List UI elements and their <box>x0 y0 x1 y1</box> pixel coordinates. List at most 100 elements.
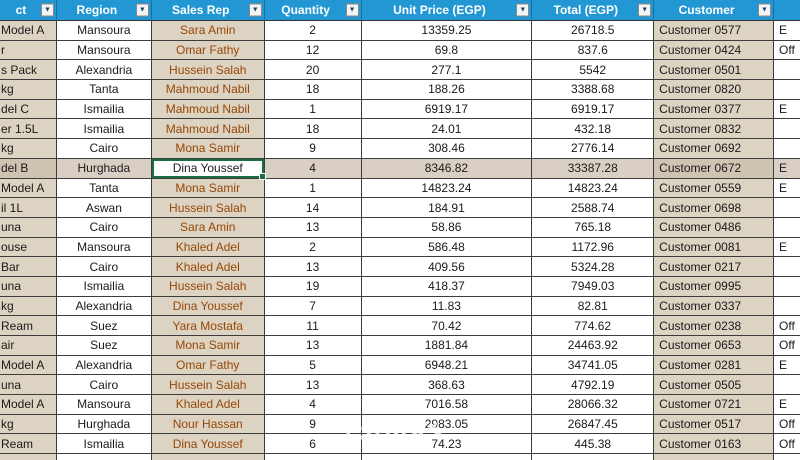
cell-customer[interactable]: Customer 0238 <box>654 316 774 336</box>
cell-extra[interactable]: Off <box>774 316 800 336</box>
cell-product[interactable]: del B <box>0 158 57 179</box>
cell-total[interactable]: 82.81 <box>532 296 655 317</box>
cell-extra[interactable] <box>774 217 800 238</box>
cell-customer[interactable] <box>654 454 774 460</box>
cell-unit_price[interactable]: 13359.25 <box>361 21 533 41</box>
cell-extra[interactable] <box>774 80 800 100</box>
cell-customer[interactable]: Customer 0692 <box>654 139 774 159</box>
cell-extra[interactable]: Off <box>774 40 800 61</box>
cell-region[interactable]: Cairo <box>56 257 152 277</box>
cell-quantity[interactable]: 20 <box>264 60 362 81</box>
cell-total[interactable]: 7949.03 <box>532 276 655 297</box>
cell-customer[interactable]: Customer 0424 <box>654 40 774 61</box>
cell-product[interactable]: er 1.5L <box>0 119 57 140</box>
cell-region[interactable]: Hurghada <box>56 414 152 435</box>
cell-unit_price[interactable]: 24.01 <box>361 119 533 140</box>
cell-sales_rep[interactable]: Mona Samir <box>151 139 265 159</box>
cell-customer[interactable]: Customer 0486 <box>654 217 774 238</box>
cell-customer[interactable]: Customer 0501 <box>654 60 774 81</box>
cell-total[interactable]: 5324.28 <box>532 257 655 277</box>
cell-unit_price[interactable]: 74.23 <box>361 434 533 455</box>
cell-extra[interactable]: Off <box>774 414 800 435</box>
cell-region[interactable]: Cairo <box>56 217 152 238</box>
cell-region[interactable]: Cairo <box>56 139 152 159</box>
cell-product[interactable]: il 1L <box>0 198 57 218</box>
cell-quantity[interactable]: 13 <box>264 217 362 238</box>
cell-product[interactable] <box>0 454 57 460</box>
cell-sales_rep[interactable]: Yara Mostafa <box>151 316 265 336</box>
cell-customer[interactable]: Customer 0721 <box>654 395 774 415</box>
cell-total[interactable]: 774.62 <box>532 316 655 336</box>
cell-extra[interactable] <box>774 60 800 81</box>
cell-region[interactable]: Hurghada <box>56 158 152 179</box>
cell-sales_rep[interactable]: Mahmoud Nabil <box>151 99 265 120</box>
cell-extra[interactable]: Off <box>774 336 800 356</box>
cell-region[interactable]: Suez <box>56 336 152 356</box>
cell-quantity[interactable]: 18 <box>264 80 362 100</box>
cell-total[interactable]: 837.6 <box>532 40 655 61</box>
cell-unit_price[interactable]: 6919.17 <box>361 99 533 120</box>
cell-total[interactable]: 4792.19 <box>532 375 655 396</box>
cell-region[interactable]: Suez <box>56 316 152 336</box>
cell-product[interactable]: kg <box>0 414 57 435</box>
cell-extra[interactable] <box>774 276 800 297</box>
filter-button-product[interactable]: ▼ <box>40 3 54 17</box>
cell-extra[interactable] <box>774 139 800 159</box>
cell-customer[interactable]: Customer 0337 <box>654 296 774 317</box>
cell-region[interactable]: Mansoura <box>56 40 152 61</box>
cell-quantity[interactable]: 13 <box>264 375 362 396</box>
cell-sales_rep[interactable]: Dina Youssef <box>151 434 265 455</box>
cell-sales_rep[interactable]: Sara Amin <box>151 217 265 238</box>
cell-total[interactable]: 2776.14 <box>532 139 655 159</box>
cell-total[interactable]: 765.18 <box>532 217 655 238</box>
selection-fill-handle[interactable] <box>258 172 266 180</box>
cell-product[interactable]: air <box>0 336 57 356</box>
cell-extra[interactable] <box>774 198 800 218</box>
cell-region[interactable]: Mansoura <box>56 395 152 415</box>
cell-quantity[interactable]: 2 <box>264 21 362 41</box>
selected-cell-sales_rep[interactable]: Dina Youssef <box>151 158 266 180</box>
cell-product[interactable]: Model A <box>0 395 57 415</box>
cell-region[interactable]: Alexandria <box>56 60 152 81</box>
filter-button-quantity[interactable]: ▼ <box>345 3 359 17</box>
cell-extra[interactable]: E <box>774 355 800 376</box>
cell-unit_price[interactable]: 6948.21 <box>361 355 533 376</box>
cell-unit_price[interactable]: 70.42 <box>361 316 533 336</box>
cell-extra[interactable]: Off <box>774 434 800 455</box>
cell-customer[interactable]: Customer 0281 <box>654 355 774 376</box>
cell-sales_rep[interactable]: Khaled Adel <box>151 257 265 277</box>
cell-product[interactable]: s Pack <box>0 60 57 81</box>
cell-quantity[interactable]: 4 <box>264 158 362 179</box>
cell-product[interactable]: Bar <box>0 257 57 277</box>
cell-customer[interactable]: Customer 0653 <box>654 336 774 356</box>
cell-sales_rep[interactable]: Hussein Salah <box>151 276 265 297</box>
cell-customer[interactable]: Customer 0377 <box>654 99 774 120</box>
cell-quantity[interactable]: 7 <box>264 296 362 317</box>
cell-sales_rep[interactable] <box>151 454 265 460</box>
cell-region[interactable]: Ismailia <box>56 276 152 297</box>
cell-product[interactable]: r <box>0 40 57 61</box>
cell-extra[interactable] <box>774 257 800 277</box>
cell-unit_price[interactable]: 1881.84 <box>361 336 533 356</box>
cell-customer[interactable]: Customer 0577 <box>654 21 774 41</box>
cell-sales_rep[interactable]: Dina Youssef <box>151 296 265 317</box>
cell-product[interactable]: kg <box>0 80 57 100</box>
cell-extra[interactable] <box>774 296 800 317</box>
cell-product[interactable]: kg <box>0 296 57 317</box>
filter-button-region[interactable]: ▼ <box>135 3 149 17</box>
cell-unit_price[interactable]: 8346.82 <box>361 158 533 179</box>
cell-sales_rep[interactable]: Khaled Adel <box>151 237 265 258</box>
cell-extra[interactable]: E <box>774 395 800 415</box>
cell-product[interactable]: ouse <box>0 237 57 258</box>
cell-total[interactable]: 2588.74 <box>532 198 655 218</box>
cell-quantity[interactable]: 14 <box>264 198 362 218</box>
cell-sales_rep[interactable]: Omar Fathy <box>151 355 265 376</box>
cell-total[interactable]: 28066.32 <box>532 395 655 415</box>
cell-quantity[interactable]: 1 <box>264 178 362 199</box>
cell-unit_price[interactable]: 14823.24 <box>361 178 533 199</box>
cell-quantity[interactable]: 1 <box>264 99 362 120</box>
cell-region[interactable] <box>56 454 152 460</box>
cell-region[interactable]: Mansoura <box>56 21 152 41</box>
cell-sales_rep[interactable]: Mona Samir <box>151 336 265 356</box>
cell-sales_rep[interactable]: Hussein Salah <box>151 198 265 218</box>
